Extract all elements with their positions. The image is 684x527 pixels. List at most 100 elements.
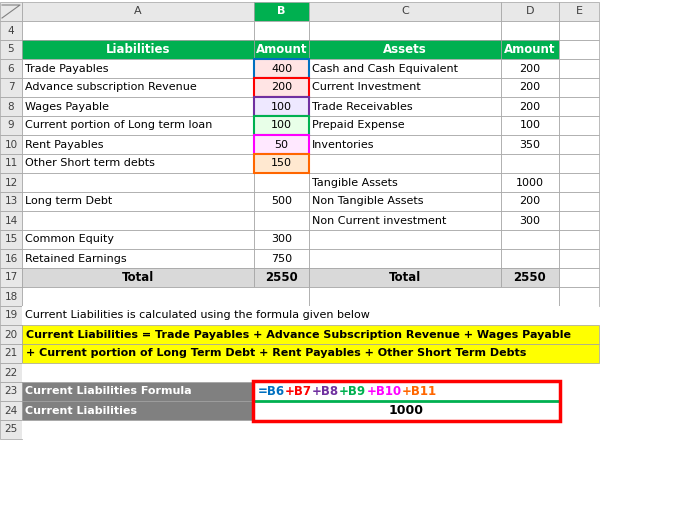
Text: 50: 50: [274, 140, 289, 150]
Bar: [254, 211, 309, 230]
Bar: [559, 97, 599, 116]
Bar: [254, 135, 309, 154]
Bar: [22, 173, 254, 192]
Bar: [559, 116, 599, 135]
Bar: [309, 173, 501, 192]
Text: 11: 11: [4, 159, 18, 169]
Text: Cash and Cash Equivalent: Cash and Cash Equivalent: [312, 63, 458, 73]
Text: 200: 200: [519, 197, 540, 207]
Bar: [0, 173, 22, 192]
Bar: [0, 287, 22, 306]
Text: D: D: [526, 6, 534, 16]
Bar: [559, 78, 599, 97]
Text: 300: 300: [271, 235, 292, 245]
Bar: [254, 249, 309, 268]
Text: Current Liabilities = Trade Payables + Advance Subscription Revenue + Wages Paya: Current Liabilities = Trade Payables + A…: [26, 329, 571, 339]
Bar: [309, 40, 501, 59]
Bar: [0, 21, 22, 40]
Text: 9: 9: [8, 121, 14, 131]
Bar: [559, 268, 599, 287]
Bar: [0, 192, 22, 211]
Bar: [309, 268, 501, 287]
Bar: [0, 325, 22, 344]
Bar: [501, 78, 559, 97]
Bar: [22, 420, 599, 439]
Bar: [559, 192, 599, 211]
Text: Prepaid Expense: Prepaid Expense: [312, 121, 405, 131]
Bar: [22, 154, 254, 173]
Bar: [254, 21, 309, 40]
Text: 100: 100: [520, 121, 540, 131]
Text: 25: 25: [4, 425, 18, 434]
Text: 20: 20: [4, 329, 18, 339]
Text: Non Current investment: Non Current investment: [312, 216, 447, 226]
Text: 8: 8: [8, 102, 14, 112]
Bar: [559, 2, 599, 21]
Text: 200: 200: [519, 83, 540, 93]
Text: Amount: Amount: [504, 43, 555, 56]
Bar: [254, 116, 309, 135]
Bar: [0, 382, 22, 401]
Text: 15: 15: [4, 235, 18, 245]
Text: Current portion of Long term loan: Current portion of Long term loan: [25, 121, 212, 131]
Text: Current Liabilities Formula: Current Liabilities Formula: [25, 386, 192, 396]
Text: Current Liabilities: Current Liabilities: [25, 405, 137, 415]
Bar: [309, 2, 501, 21]
Bar: [254, 268, 309, 287]
Text: 2550: 2550: [514, 271, 547, 284]
Text: 200: 200: [519, 102, 540, 112]
Bar: [309, 249, 501, 268]
Bar: [0, 78, 22, 97]
Text: Advance subscription Revenue: Advance subscription Revenue: [25, 83, 197, 93]
Text: + Current portion of Long Term Debt + Rent Payables + Other Short Term Debts: + Current portion of Long Term Debt + Re…: [26, 348, 527, 358]
Bar: [0, 2, 22, 21]
Text: 4: 4: [8, 25, 14, 35]
Bar: [309, 59, 501, 78]
Text: B: B: [277, 6, 286, 16]
Bar: [22, 211, 254, 230]
Bar: [501, 116, 559, 135]
Bar: [501, 97, 559, 116]
Bar: [22, 401, 254, 420]
Text: A: A: [134, 6, 142, 16]
Text: Tangible Assets: Tangible Assets: [312, 178, 398, 188]
Bar: [254, 97, 309, 116]
Text: C: C: [401, 6, 409, 16]
Bar: [22, 363, 599, 382]
Bar: [501, 135, 559, 154]
Text: Non Tangible Assets: Non Tangible Assets: [312, 197, 423, 207]
Bar: [0, 401, 22, 420]
Text: 18: 18: [4, 291, 18, 301]
Bar: [501, 40, 559, 59]
Text: Assets: Assets: [383, 43, 427, 56]
Bar: [254, 59, 309, 78]
Text: Other Short term debts: Other Short term debts: [25, 159, 155, 169]
Bar: [309, 78, 501, 97]
Bar: [559, 59, 599, 78]
Text: 7: 7: [8, 83, 14, 93]
Bar: [22, 2, 254, 21]
Bar: [501, 2, 559, 21]
Text: 150: 150: [271, 159, 292, 169]
Bar: [254, 192, 309, 211]
Bar: [559, 21, 599, 40]
Text: Total: Total: [389, 271, 421, 284]
Bar: [253, 381, 560, 421]
Bar: [22, 325, 599, 344]
Bar: [0, 363, 22, 382]
Text: 2550: 2550: [265, 271, 298, 284]
Bar: [559, 135, 599, 154]
Bar: [559, 40, 599, 59]
Bar: [22, 249, 254, 268]
Bar: [22, 306, 599, 325]
Bar: [309, 154, 501, 173]
Bar: [22, 97, 254, 116]
Bar: [309, 192, 501, 211]
Bar: [0, 249, 22, 268]
Bar: [22, 116, 254, 135]
Bar: [0, 40, 22, 59]
Bar: [0, 306, 22, 325]
Bar: [309, 116, 501, 135]
Bar: [0, 268, 22, 287]
Text: +B7: +B7: [285, 385, 312, 398]
